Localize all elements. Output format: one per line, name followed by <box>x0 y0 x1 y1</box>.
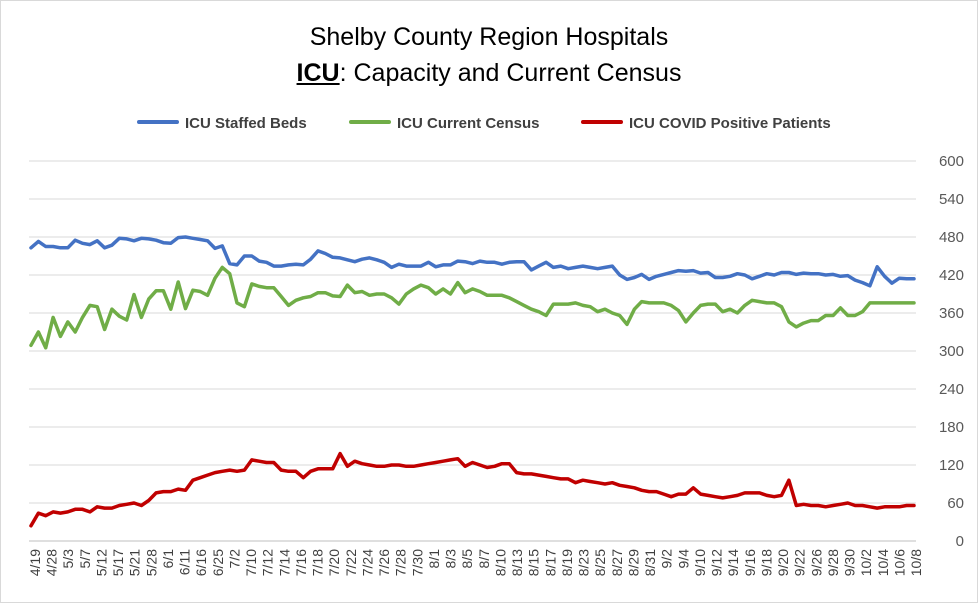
series-line-1 <box>29 235 916 288</box>
x-tick-label: 7/24 <box>360 549 376 576</box>
x-tick-label: 6/1 <box>160 549 176 569</box>
x-tick-label: 5/7 <box>77 549 93 569</box>
y-tick-label: 600 <box>939 153 964 170</box>
x-tick-label: 7/18 <box>310 549 326 576</box>
x-tick-label: 4/19 <box>27 549 43 576</box>
y-tick-label: 120 <box>939 457 964 474</box>
x-tick-label: 7/28 <box>393 549 409 576</box>
y-tick-label: 0 <box>956 533 964 550</box>
y-tick-label: 300 <box>939 343 964 360</box>
x-tick-label: 7/20 <box>326 549 342 576</box>
x-tick-label: 5/28 <box>143 549 159 576</box>
x-tick-label: 9/14 <box>725 549 741 576</box>
x-tick-label: 8/1 <box>426 549 442 569</box>
x-tick-label: 7/22 <box>343 549 359 576</box>
x-tick-label: 10/2 <box>858 549 874 576</box>
x-tick-label: 7/10 <box>243 549 259 576</box>
x-tick-label: 8/13 <box>509 549 525 576</box>
y-tick-label: 420 <box>939 267 964 284</box>
x-tick-label: 7/26 <box>376 549 392 576</box>
x-tick-label: 9/26 <box>808 549 824 576</box>
x-tick-label: 7/12 <box>260 549 276 576</box>
x-tick-label: 6/16 <box>193 549 209 576</box>
x-tick-label: 9/4 <box>675 549 691 569</box>
x-tick-label: 10/4 <box>875 549 891 576</box>
chart-subtitle-emphasis: ICU <box>296 59 340 87</box>
x-tick-label: 5/17 <box>110 549 126 576</box>
x-tick-label: 7/2 <box>227 549 243 569</box>
x-tick-label: 8/25 <box>592 549 608 576</box>
x-tick-label: 7/30 <box>409 549 425 576</box>
y-tick-label: 240 <box>939 381 964 398</box>
x-tick-label: 7/14 <box>276 549 292 576</box>
x-tick-label: 8/7 <box>476 549 492 569</box>
x-tick-label: 9/30 <box>842 549 858 576</box>
y-tick-label: 360 <box>939 305 964 322</box>
x-tick-label: 8/29 <box>625 549 641 576</box>
x-tick-label: 9/20 <box>775 549 791 576</box>
chart-title: Shelby County Region Hospitals <box>309 23 669 51</box>
x-tick-label: 6/25 <box>210 549 226 576</box>
x-tick-label: 8/23 <box>576 549 592 576</box>
x-tick-label: 5/12 <box>94 549 110 576</box>
x-tick-label: 9/18 <box>758 549 774 576</box>
x-tick-label: 10/8 <box>908 549 924 576</box>
x-tick-label: 7/16 <box>293 549 309 576</box>
x-tick-label: 8/17 <box>542 549 558 576</box>
legend-label-1: ICU Staffed Beds <box>185 115 307 132</box>
legend-label-3: ICU COVID Positive Patients <box>629 115 831 132</box>
x-tick-label: 8/27 <box>609 549 625 576</box>
x-tick-label: 9/16 <box>742 549 758 576</box>
x-tick-label: 9/28 <box>825 549 841 576</box>
x-tick-label: 9/10 <box>692 549 708 576</box>
series-line-2 <box>29 265 916 350</box>
y-tick-label: 180 <box>939 419 964 436</box>
x-tick-label: 6/11 <box>177 549 193 575</box>
x-tick-label: 8/31 <box>642 549 658 576</box>
x-tick-label: 8/10 <box>492 549 508 576</box>
x-tick-label: 8/5 <box>459 549 475 569</box>
y-tick-label: 540 <box>939 191 964 208</box>
x-tick-label: 5/21 <box>127 549 143 576</box>
y-tick-label: 480 <box>939 229 964 246</box>
legend-label-2: ICU Current Census <box>397 115 540 132</box>
x-tick-label: 8/15 <box>526 549 542 576</box>
series-line-3 <box>29 451 916 528</box>
x-tick-label: 8/19 <box>559 549 575 576</box>
x-tick-label: 4/28 <box>44 549 60 576</box>
x-tick-label: 8/3 <box>443 549 459 569</box>
chart-subtitle: ICU: Capacity and Current Census <box>1 59 977 88</box>
x-tick-label: 5/3 <box>60 549 76 569</box>
x-tick-label: 9/12 <box>709 549 725 576</box>
x-tick-label: 9/2 <box>659 549 675 569</box>
x-tick-label: 9/22 <box>792 549 808 576</box>
x-tick-label: 10/6 <box>891 549 907 576</box>
y-tick-label: 60 <box>947 495 964 512</box>
chart-subtitle-rest: : Capacity and Current Census <box>339 59 682 87</box>
